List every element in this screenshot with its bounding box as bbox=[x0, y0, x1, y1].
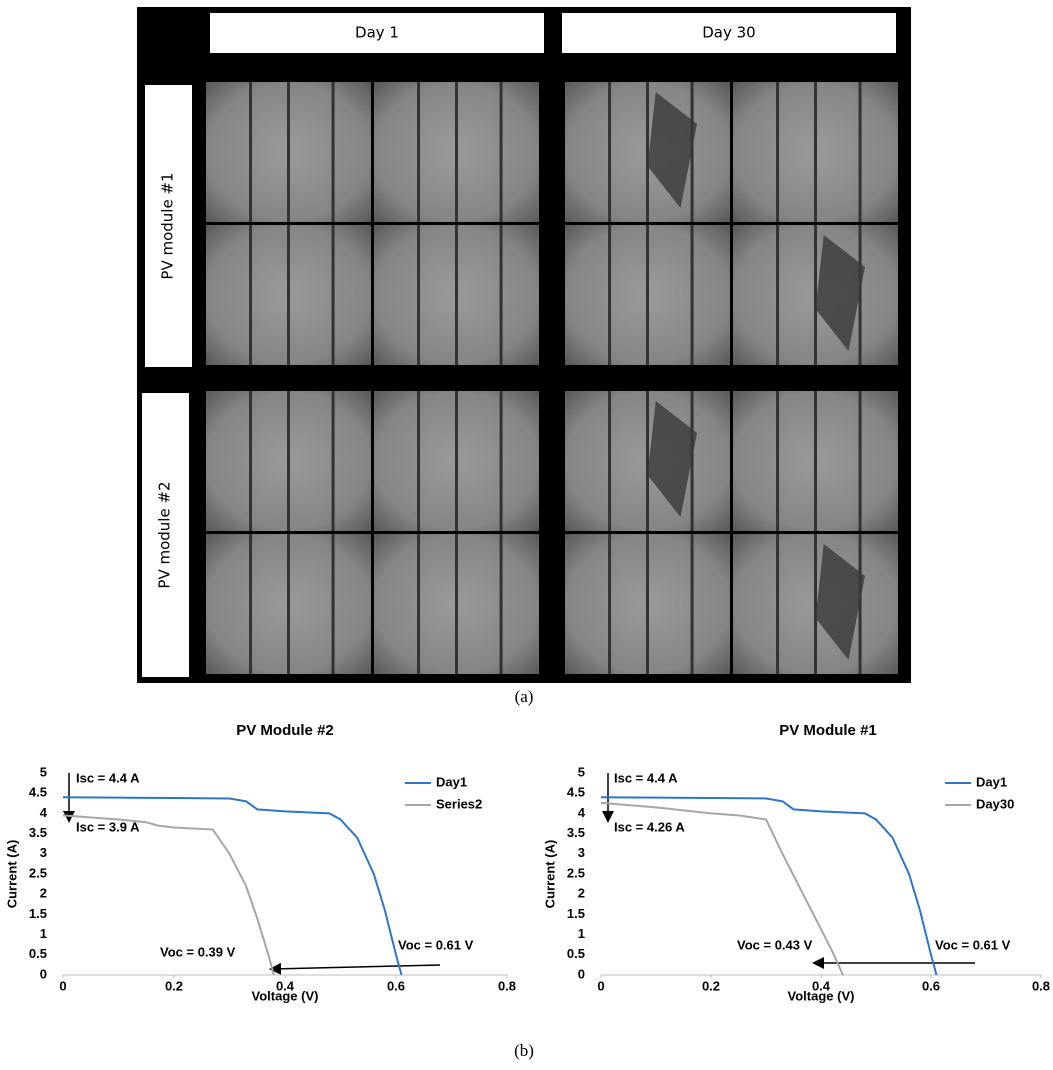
y-tick-label: 1 bbox=[40, 926, 47, 941]
y-axis-label: Current (A) bbox=[4, 840, 19, 909]
legend-label: Day30 bbox=[976, 796, 1014, 811]
series-line bbox=[62, 814, 275, 976]
annotation: Isc = 3.9 A bbox=[76, 819, 140, 834]
caption: (a) bbox=[515, 687, 534, 706]
y-axis-label: Current (A) bbox=[542, 840, 557, 909]
x-tick-label: 0.4 bbox=[276, 978, 295, 993]
dark-region bbox=[647, 401, 697, 517]
caption: (b) bbox=[514, 1041, 534, 1060]
x-tick-label: 0 bbox=[597, 978, 604, 993]
header-box bbox=[562, 13, 896, 53]
x-tick-label: 0.4 bbox=[812, 978, 831, 993]
x-tick-label: 0.2 bbox=[702, 978, 720, 993]
y-tick-label: 0 bbox=[40, 966, 47, 981]
legend-label: Day1 bbox=[976, 774, 1007, 789]
dark-region bbox=[815, 235, 865, 351]
series-line bbox=[600, 801, 844, 976]
x-tick-label: 0.8 bbox=[1032, 978, 1050, 993]
x-tick-label: 0.8 bbox=[498, 978, 516, 993]
column-header: Day 1 bbox=[355, 24, 399, 42]
row-label-box bbox=[145, 85, 192, 367]
annotation: Voc = 0.39 V bbox=[160, 944, 236, 959]
annotation: Voc = 0.61 V bbox=[398, 937, 474, 952]
y-tick-label: 4 bbox=[40, 805, 48, 820]
dark-region bbox=[647, 92, 697, 208]
x-tick-label: 0 bbox=[59, 978, 66, 993]
column-header: Day 30 bbox=[702, 24, 755, 42]
annotation: Voc = 0.43 V bbox=[737, 937, 813, 952]
arrow bbox=[269, 962, 441, 975]
x-axis-label: Voltage (V) bbox=[252, 988, 319, 1003]
row-label: PV module #2 bbox=[156, 481, 174, 588]
y-tick-label: 5 bbox=[40, 764, 47, 779]
y-tick-label: 2 bbox=[40, 886, 47, 901]
annotation: Isc = 4.4 A bbox=[614, 770, 678, 785]
x-axis-label: Voltage (V) bbox=[788, 988, 855, 1003]
series-line bbox=[600, 796, 938, 976]
x-tick-label: 0.6 bbox=[922, 978, 940, 993]
y-tick-label: 1.5 bbox=[567, 906, 585, 921]
chart-title: PV Module #2 bbox=[236, 722, 334, 739]
y-tick-label: 3.5 bbox=[29, 825, 47, 840]
dark-region bbox=[815, 544, 865, 660]
series-line bbox=[62, 796, 403, 976]
annotation: Isc = 4.26 A bbox=[614, 819, 685, 834]
y-tick-label: 4 bbox=[578, 805, 586, 820]
y-tick-label: 4.5 bbox=[29, 785, 47, 800]
y-tick-label: 2.5 bbox=[567, 865, 585, 880]
y-tick-label: 5 bbox=[578, 764, 585, 779]
y-tick-label: 0.5 bbox=[29, 946, 47, 961]
legend-label: Day1 bbox=[436, 774, 467, 789]
y-tick-label: 2 bbox=[578, 886, 585, 901]
y-tick-label: 4.5 bbox=[567, 785, 585, 800]
y-tick-label: 3.5 bbox=[567, 825, 585, 840]
y-tick-label: 3 bbox=[578, 845, 585, 860]
x-tick-label: 0.6 bbox=[387, 978, 405, 993]
legend-label: Series2 bbox=[436, 796, 482, 811]
chart-title: PV Module #1 bbox=[779, 722, 877, 739]
annotation: Voc = 0.61 V bbox=[935, 937, 1011, 952]
y-tick-label: 0 bbox=[578, 966, 585, 981]
y-tick-label: 1.5 bbox=[29, 906, 47, 921]
y-tick-label: 3 bbox=[40, 845, 47, 860]
row-label: PV module #1 bbox=[159, 172, 177, 279]
x-tick-label: 0.2 bbox=[165, 978, 183, 993]
y-tick-label: 1 bbox=[578, 926, 585, 941]
y-tick-label: 2.5 bbox=[29, 865, 47, 880]
annotation: Isc = 4.4 A bbox=[76, 770, 140, 785]
row-label-box bbox=[142, 393, 189, 677]
y-tick-label: 0.5 bbox=[567, 946, 585, 961]
header-box bbox=[210, 13, 544, 53]
